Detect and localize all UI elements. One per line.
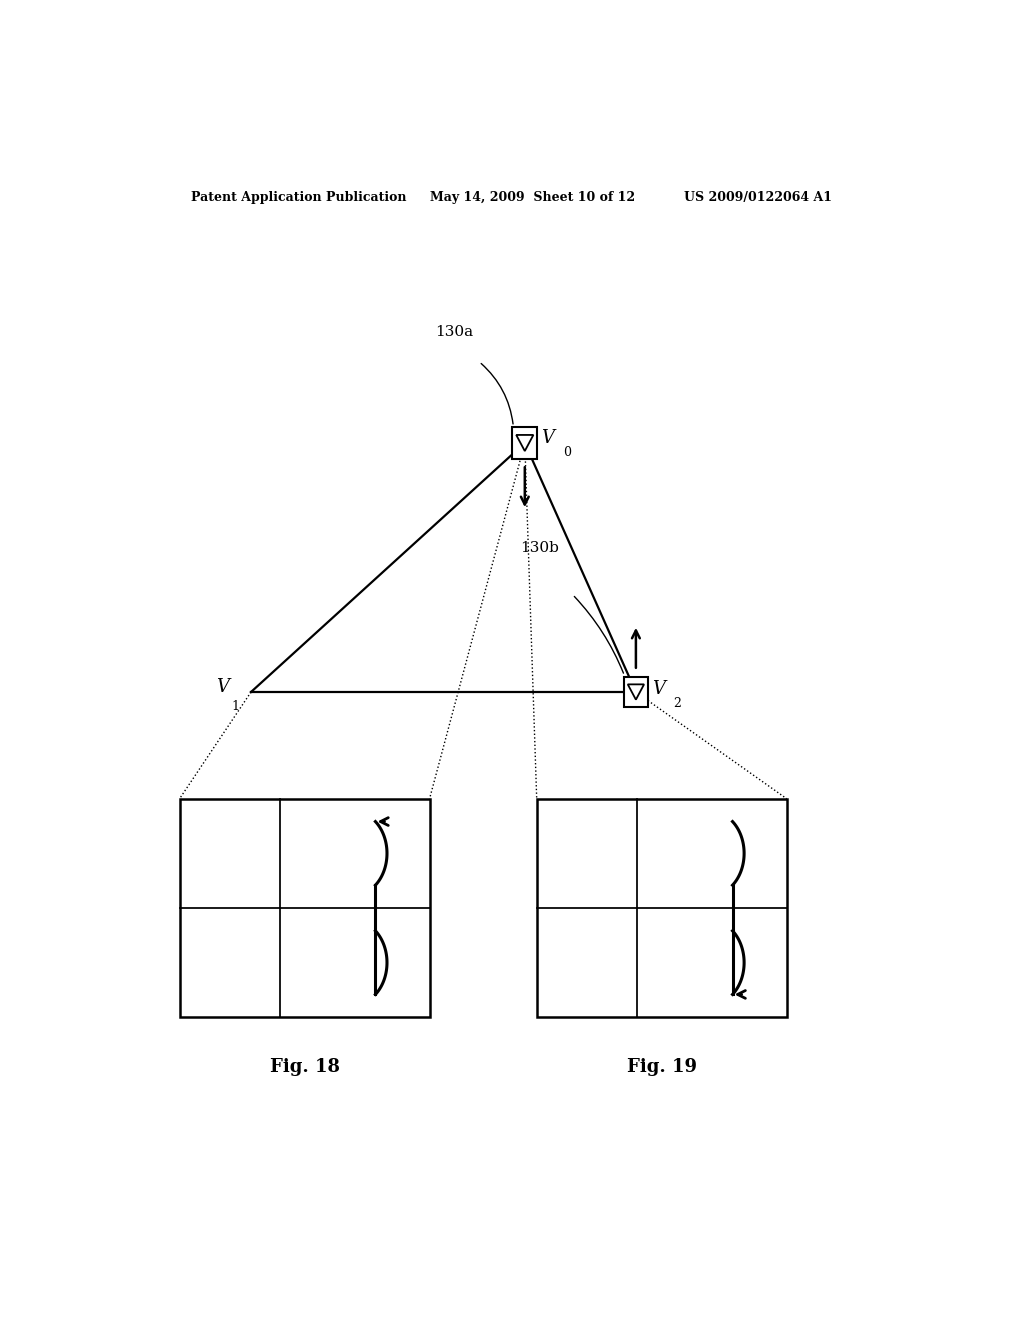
Text: US 2009/0122064 A1: US 2009/0122064 A1 [684,191,831,203]
Bar [179,799,430,1018]
Text: Fig. 19: Fig. 19 [627,1057,696,1076]
Text: Patent Application Publication: Patent Application Publication [191,191,407,203]
Bar [624,677,648,708]
Text: 130b: 130b [520,541,559,556]
Text: 2: 2 [673,697,681,710]
Bar [537,799,786,1018]
Text: 0: 0 [563,446,571,459]
Text: May 14, 2009  Sheet 10 of 12: May 14, 2009 Sheet 10 of 12 [430,191,635,203]
Text: Fig. 18: Fig. 18 [269,1057,340,1076]
Bar [512,426,538,459]
Text: V: V [542,429,554,447]
Text: 1: 1 [231,700,240,713]
Text: V: V [652,680,666,698]
Text: 130a: 130a [434,325,473,339]
Text: V: V [216,678,228,696]
